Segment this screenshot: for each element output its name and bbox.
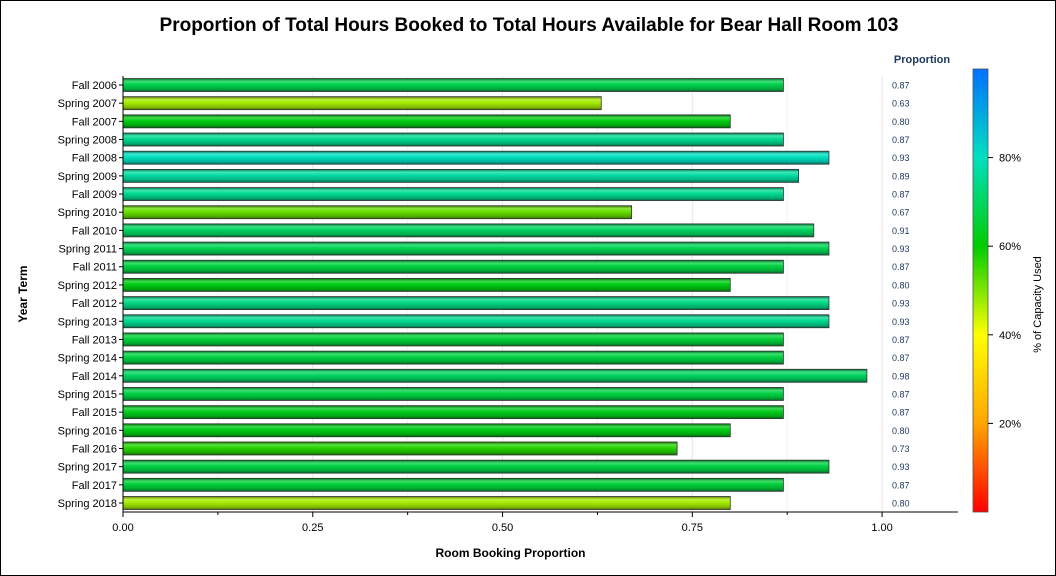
x-tick-label: 1.00 xyxy=(871,522,892,534)
category-label: Spring 2015 xyxy=(58,389,117,401)
value-label: 0.80 xyxy=(892,499,910,509)
category-label: Spring 2011 xyxy=(58,244,117,256)
colorbar-tick-label: 60% xyxy=(999,241,1021,253)
category-label: Spring 2018 xyxy=(58,498,117,510)
bar xyxy=(122,168,799,183)
category-label: Fall 2009 xyxy=(72,189,117,201)
value-label: 0.87 xyxy=(892,81,910,91)
bar xyxy=(122,296,830,310)
value-label: 0.87 xyxy=(892,353,910,363)
value-label: 0.87 xyxy=(892,135,910,145)
bar xyxy=(122,278,731,292)
category-label: Spring 2010 xyxy=(58,207,117,219)
value-label: 0.93 xyxy=(892,299,910,309)
value-label: 0.63 xyxy=(892,99,910,109)
value-column-header: Proportion xyxy=(894,54,950,66)
value-label: 0.80 xyxy=(892,426,910,436)
bar xyxy=(122,114,731,129)
value-label: 0.87 xyxy=(892,190,910,200)
category-label: Fall 2011 xyxy=(73,262,117,274)
value-label: 0.67 xyxy=(892,208,910,218)
colorbar-tick-label: 20% xyxy=(999,418,1021,430)
value-label: 0.91 xyxy=(892,226,910,236)
category-label: Fall 2013 xyxy=(72,334,117,346)
colorbar-tick-label: 40% xyxy=(999,330,1021,342)
value-label: 0.93 xyxy=(892,153,910,163)
bar xyxy=(122,332,784,347)
bar xyxy=(122,387,784,401)
category-label: Spring 2013 xyxy=(58,316,117,328)
value-label: 0.87 xyxy=(892,389,910,399)
x-tick-label: 0.00 xyxy=(112,522,133,534)
value-label: 0.87 xyxy=(892,335,910,345)
bar xyxy=(122,132,784,147)
category-label: Fall 2012 xyxy=(72,298,117,310)
bar xyxy=(122,78,784,92)
category-label: Spring 2008 xyxy=(58,135,117,147)
bar xyxy=(122,241,830,256)
value-label: 0.80 xyxy=(892,280,910,290)
value-label: 0.80 xyxy=(892,117,910,127)
category-label: Spring 2016 xyxy=(58,425,117,437)
bar xyxy=(122,96,602,111)
bar xyxy=(122,368,868,383)
x-tick-label: 0.50 xyxy=(492,522,513,534)
bar xyxy=(122,223,815,238)
colorbar xyxy=(972,68,989,513)
bar xyxy=(122,441,678,456)
bar xyxy=(122,350,784,365)
category-label: Spring 2009 xyxy=(58,171,117,183)
value-label: 0.93 xyxy=(892,462,910,472)
x-tick-label: 0.25 xyxy=(302,522,323,534)
bar xyxy=(122,205,632,220)
bar xyxy=(122,187,784,201)
x-tick-label: 0.75 xyxy=(682,522,703,534)
bar xyxy=(122,314,830,329)
bar xyxy=(122,477,784,492)
value-label: 0.87 xyxy=(892,480,910,490)
category-label: Fall 2006 xyxy=(72,80,117,92)
category-label: Spring 2007 xyxy=(58,98,117,110)
value-label: 0.87 xyxy=(892,262,910,272)
bar xyxy=(122,496,731,510)
bar xyxy=(122,459,830,474)
chart-title: Proportion of Total Hours Booked to Tota… xyxy=(159,15,899,36)
category-label: Fall 2017 xyxy=(72,480,117,492)
x-axis-title: Room Booking Proportion xyxy=(436,546,586,560)
category-label: Fall 2016 xyxy=(72,443,117,455)
category-label: Spring 2014 xyxy=(58,353,117,365)
value-label: 0.87 xyxy=(892,408,910,418)
bar xyxy=(122,405,784,420)
value-label: 0.93 xyxy=(892,244,910,254)
value-label: 0.93 xyxy=(892,317,910,327)
category-label: Fall 2010 xyxy=(72,225,117,237)
colorbar-tick-label: 80% xyxy=(999,153,1021,165)
colorbar-title: % of Capacity Used xyxy=(1032,256,1044,353)
category-label: Spring 2017 xyxy=(58,462,117,474)
y-axis-title: Year Term xyxy=(16,265,30,322)
category-label: Fall 2015 xyxy=(72,407,117,419)
bar xyxy=(122,423,731,438)
bar xyxy=(122,259,784,274)
value-label: 0.73 xyxy=(892,444,910,454)
category-label: Fall 2007 xyxy=(72,116,117,128)
category-label: Fall 2014 xyxy=(72,371,117,383)
bar xyxy=(122,150,830,165)
value-label: 0.98 xyxy=(892,371,910,381)
value-label: 0.89 xyxy=(892,171,910,181)
category-label: Fall 2008 xyxy=(72,153,117,165)
category-label: Spring 2012 xyxy=(58,280,117,292)
